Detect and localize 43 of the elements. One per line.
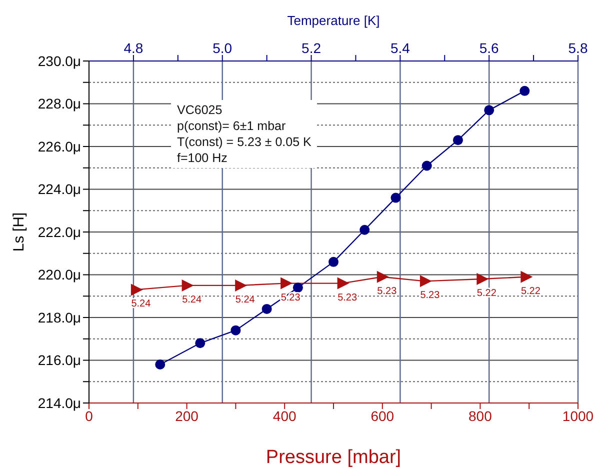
annotation: 5.22 xyxy=(520,286,541,297)
point xyxy=(520,270,533,283)
x2-tick-label: 5.8 xyxy=(568,40,588,56)
point xyxy=(280,277,293,290)
x2-tick-label: 5.0 xyxy=(212,40,232,56)
point xyxy=(235,279,248,292)
y-tick-label: 214.0μ xyxy=(38,394,81,411)
annotation: T(const) = 5.23 ± 0.05 K xyxy=(177,134,312,150)
y-tick-label: 220.0μ xyxy=(38,266,81,283)
y-tick-label: 228.0μ xyxy=(38,96,81,112)
annotation: 5.24 xyxy=(182,294,202,306)
x-tick-label: 600 xyxy=(370,408,394,424)
y-tick-label: 226.0μ xyxy=(38,138,81,154)
x2-tick-label: 4.8 xyxy=(124,40,144,56)
x2-axis-title: Temperature [K] xyxy=(287,13,380,28)
point xyxy=(420,275,432,288)
annotation: 5.23 xyxy=(377,286,398,297)
annotation: 5.24 xyxy=(235,294,256,306)
point xyxy=(337,277,350,290)
annotation: VC6025 xyxy=(177,102,224,118)
x-tick-label: 400 xyxy=(272,408,296,424)
annotation: 5.23 xyxy=(338,292,358,304)
y-tick-label: 218.0μ xyxy=(38,309,81,326)
y-tick-label: 224.0μ xyxy=(38,181,81,198)
x2-tick-label: 5.2 xyxy=(302,40,322,56)
point xyxy=(376,270,389,283)
point xyxy=(476,273,489,286)
x2-tick-label: 5.6 xyxy=(479,40,500,56)
y-tick-label: 222.0μ xyxy=(38,224,81,240)
annotation: 5.23 xyxy=(420,290,440,302)
annotation: f=100 Hz xyxy=(177,150,228,166)
y-tick-label: 230.0μ xyxy=(38,52,81,69)
x-tick-label: 800 xyxy=(468,408,492,424)
x-tick-label: 200 xyxy=(175,408,199,424)
x-tick-label: 1000 xyxy=(562,408,594,424)
point xyxy=(182,279,194,292)
x2-tick-label: 5.4 xyxy=(390,40,410,56)
x-axis-title: Pressure [mbar] xyxy=(266,447,402,468)
point xyxy=(130,284,143,296)
annotation: p(const)= 6±1 mbar xyxy=(177,118,287,134)
y-tick-label: 216.0μ xyxy=(38,352,81,368)
x-tick-label: 0 xyxy=(85,408,94,424)
y-axis-title: Ls [H] xyxy=(10,212,28,252)
